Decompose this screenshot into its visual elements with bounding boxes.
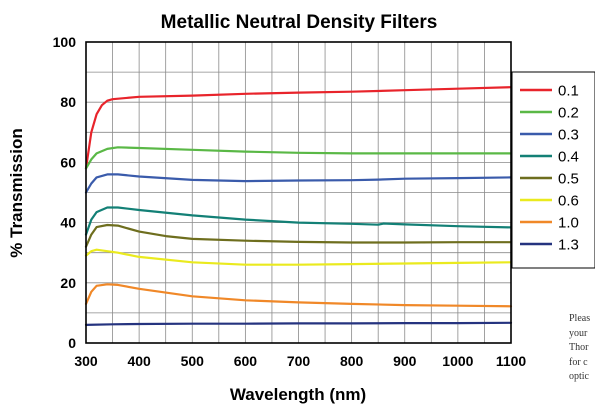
side-note-line: Thor — [569, 341, 595, 356]
legend-label: 1.3 — [558, 237, 579, 254]
side-note-line: your — [569, 327, 595, 342]
x-tick-label: 700 — [287, 353, 311, 369]
legend-label: 0.2 — [558, 105, 579, 122]
legend-label: 1.0 — [558, 215, 579, 232]
grid — [86, 42, 511, 343]
y-tick-labels: 0 20 40 60 80 100 — [53, 34, 77, 351]
y-tick-label: 100 — [53, 34, 77, 50]
y-tick-label: 20 — [60, 275, 76, 291]
y-tick-label: 80 — [60, 94, 76, 110]
x-tick-label: 800 — [340, 353, 364, 369]
x-tick-label: 600 — [234, 353, 258, 369]
y-tick-label: 40 — [60, 215, 76, 231]
x-tick-label: 1000 — [442, 353, 473, 369]
y-axis-label: % Transmission — [7, 128, 26, 257]
chart-title: Metallic Neutral Density Filters — [161, 12, 438, 33]
legend-label: 0.5 — [558, 171, 579, 188]
side-note-line: optic — [569, 370, 595, 385]
legend-label: 0.3 — [558, 127, 579, 144]
x-tick-labels: 300 400 500 600 700 800 900 1000 1100 — [74, 353, 526, 369]
legend-label: 0.1 — [558, 83, 579, 100]
x-tick-label: 500 — [181, 353, 205, 369]
y-tick-label: 60 — [60, 154, 76, 170]
legend-box — [512, 72, 595, 268]
x-tick-label: 900 — [393, 353, 417, 369]
side-note-line: Pleas — [569, 312, 595, 327]
x-tick-label: 400 — [127, 353, 151, 369]
side-note-line: for c — [569, 356, 595, 371]
legend-label: 0.6 — [558, 193, 579, 210]
x-tick-label: 300 — [74, 353, 98, 369]
side-note: Pleas your Thor for c optic — [569, 312, 595, 385]
legend-label: 0.4 — [558, 149, 579, 166]
x-tick-label: 1100 — [496, 353, 527, 369]
y-tick-label: 0 — [68, 335, 76, 351]
legend: 0.1 0.2 0.3 0.4 0.5 0.6 1.0 1.3 — [512, 72, 595, 268]
x-axis-label: Wavelength (nm) — [230, 385, 366, 404]
